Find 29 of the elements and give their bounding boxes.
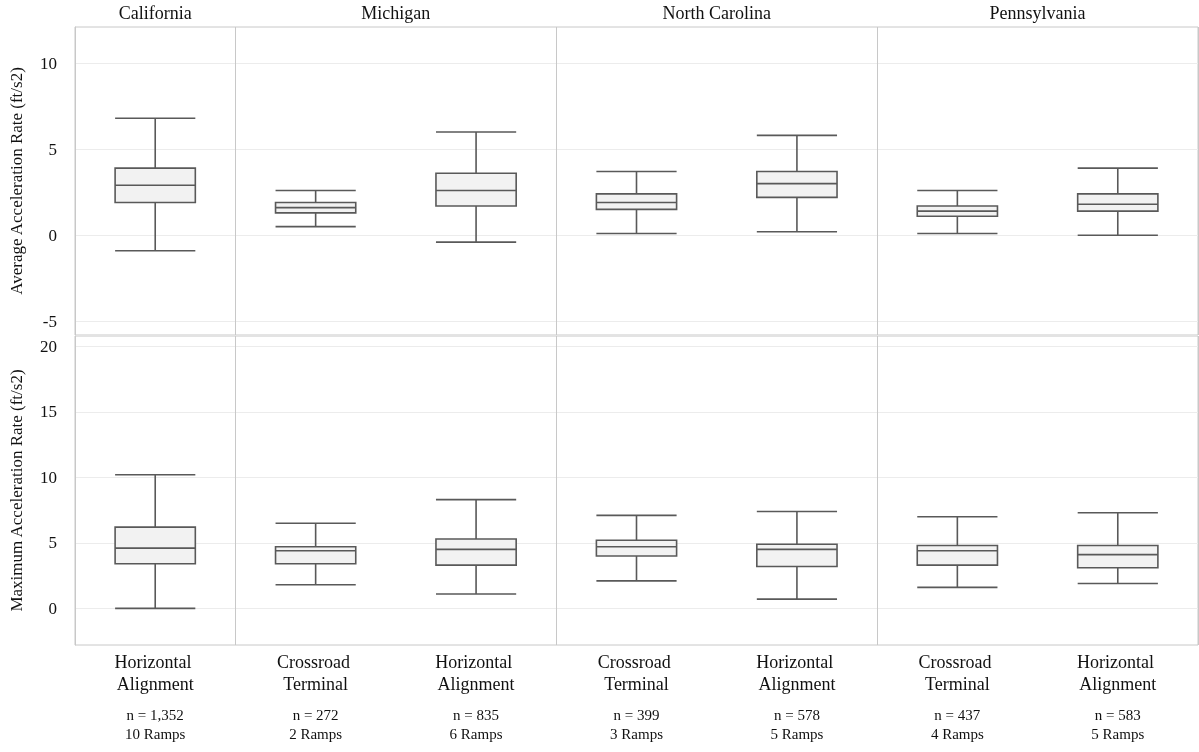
y-tick-label: 0 [48,598,57,618]
text: n = 578 5 Ramps [770,706,824,742]
text: Pennsylvania [989,3,1086,23]
y-tick-label: 10 [40,467,57,487]
x-tick-label: Crossroad Terminal [918,652,997,694]
y-tick-label: 10 [40,53,57,73]
y-axis-title: Maximum Acceleration Rate (ft/s2) [7,369,26,612]
x-tick-label: Horizontal Alignment [114,652,196,694]
text: n = 272 2 Ramps [289,706,343,742]
text: n = 1,352 10 Ramps [125,706,186,742]
x-tick-label: Crossroad Terminal [597,652,676,694]
y-tick-label: 15 [40,402,57,422]
y-tick-label: -5 [42,311,57,331]
text: North Carolina [662,3,771,23]
y-tick-label: 5 [48,533,57,553]
x-tick-label: Horizontal Alignment [756,652,838,694]
text: n = 835 6 Ramps [449,706,503,742]
y-tick-label: 20 [40,336,57,356]
text: Michigan [361,3,431,23]
text: n = 583 5 Ramps [1091,706,1145,742]
text: California [118,3,192,23]
text: n = 437 4 Ramps [930,706,984,742]
y-tick-label: 0 [48,225,57,245]
text: n = 399 3 Ramps [610,706,664,742]
y-tick-label: 5 [48,139,57,159]
x-tick-label: Horizontal Alignment [1077,652,1159,694]
x-tick-label: Horizontal Alignment [435,652,517,694]
y-axis-title: Average Acceleration Rate (ft/s2) [7,67,26,295]
x-tick-label: Crossroad Terminal [276,652,355,694]
